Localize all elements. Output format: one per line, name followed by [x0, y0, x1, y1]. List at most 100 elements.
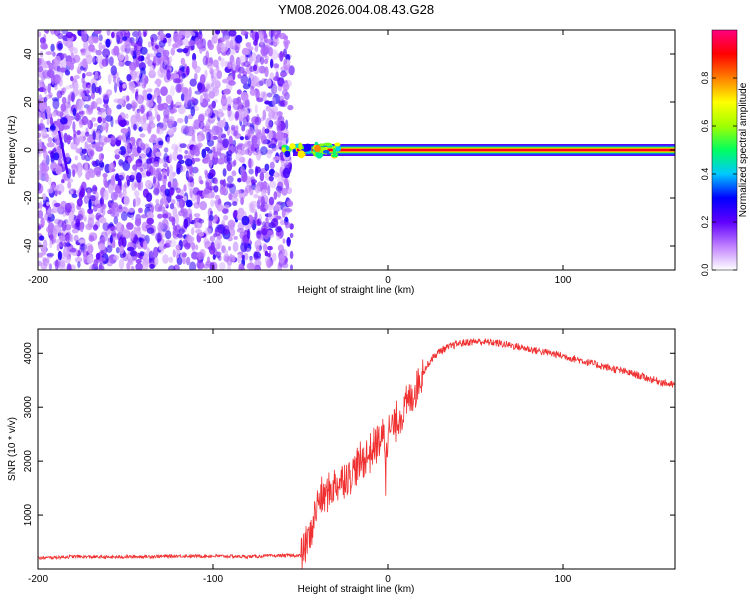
heatmap-cell	[100, 108, 106, 119]
heatmap-cell	[166, 69, 171, 81]
heatmap-cell	[172, 225, 177, 231]
heatmap-cell	[128, 81, 136, 91]
heatmap-cell	[159, 184, 167, 193]
heatmap-cell	[157, 103, 165, 111]
y-tick-label: 20	[23, 96, 34, 108]
heatmap-cell	[240, 242, 248, 253]
heatmap-cell	[71, 193, 78, 198]
heatmap-cell	[155, 127, 164, 135]
heatmap-cell	[60, 67, 65, 73]
heatmap-cell	[133, 226, 138, 235]
heatmap-cell	[163, 107, 170, 119]
snr-panel: -200 -100 0 100 1000 2000 3000 4000 Height of …	[7, 328, 676, 595]
heatmap-cell	[255, 245, 261, 253]
heatmap-cell	[105, 122, 109, 133]
heatmap-cell	[181, 87, 189, 94]
heatmap-cell	[72, 121, 76, 132]
signal-onset-blob	[322, 150, 330, 154]
heatmap-cell	[254, 104, 258, 114]
heatmap-cell	[75, 147, 82, 154]
heatmap-cell	[87, 188, 91, 199]
heatmap-cell	[167, 181, 172, 188]
heatmap-cell	[101, 203, 107, 210]
heatmap-cell	[62, 87, 67, 93]
heatmap-cell	[272, 30, 281, 38]
heatmap-cell	[133, 123, 137, 131]
heatmap-cell	[199, 201, 208, 211]
heatmap-cell	[189, 78, 197, 87]
heatmap-cell	[46, 226, 53, 233]
heatmap-cell	[146, 93, 153, 101]
heatmap-cell	[258, 213, 262, 223]
heatmap-cell	[102, 117, 106, 124]
heatmap-cell	[134, 252, 140, 257]
heatmap-cell	[237, 66, 245, 74]
heatmap-cell	[87, 208, 94, 215]
heatmap-cell	[241, 124, 246, 132]
heatmap-cell	[48, 92, 53, 98]
heatmap-cell	[198, 218, 205, 224]
heatmap-cell	[132, 236, 140, 245]
heatmap-cell	[232, 70, 236, 81]
heatmap-cell	[180, 57, 186, 66]
heatmap-cell	[278, 32, 287, 40]
heatmap-cell	[269, 72, 275, 80]
heatmap-cell	[284, 40, 289, 50]
heatmap-cell	[284, 79, 293, 88]
heatmap-cell	[179, 143, 187, 149]
heatmap-cell	[62, 125, 71, 130]
heatmap-cell	[176, 199, 183, 209]
heatmap-cell	[228, 80, 236, 86]
heatmap-cell	[114, 82, 118, 93]
heatmap-cell	[263, 244, 268, 253]
heatmap-cell	[88, 235, 95, 242]
heatmap-cell	[180, 206, 184, 214]
heatmap-cell	[138, 237, 143, 243]
heatmap-cell	[99, 257, 106, 262]
heatmap-cell	[273, 156, 281, 161]
heatmap-cell	[283, 58, 288, 65]
heatmap-cell	[233, 130, 237, 137]
heatmap-cell	[156, 114, 161, 122]
heatmap-cell	[118, 258, 125, 270]
heatmap-cell	[268, 175, 274, 182]
heatmap-cell	[61, 179, 65, 184]
heatmap-cell	[166, 136, 171, 144]
heatmap-cell	[247, 143, 256, 154]
heatmap-cell	[172, 150, 179, 161]
heatmap-cell	[176, 117, 184, 124]
heatmap-cell	[54, 55, 61, 65]
heatmap-cell	[224, 249, 229, 256]
heatmap-cell	[106, 107, 112, 116]
heatmap-cell	[78, 239, 86, 244]
heatmap-cell	[218, 56, 222, 61]
heatmap-cell	[132, 75, 140, 82]
heatmap-cell	[114, 185, 122, 194]
heatmap-cell	[69, 189, 73, 196]
heatmap-cell	[193, 220, 198, 229]
heatmap-cell	[185, 30, 193, 34]
heatmap-cell	[228, 39, 236, 49]
heatmap-cell	[146, 192, 153, 202]
heatmap-cell	[38, 260, 43, 267]
heatmap-cell	[52, 148, 57, 153]
heatmap-cell	[69, 248, 77, 253]
heatmap-cell	[85, 171, 91, 180]
heatmap-cell	[265, 38, 273, 43]
heatmap-cell	[152, 176, 156, 185]
heatmap-cell	[194, 148, 201, 157]
heatmap-cell	[182, 195, 188, 202]
heatmap-cell	[184, 45, 191, 50]
heatmap-cell	[176, 161, 182, 170]
heatmap-cell	[118, 236, 124, 248]
heatmap-cell	[142, 240, 148, 250]
heatmap-cell	[139, 133, 146, 138]
heatmap-cell	[191, 242, 196, 251]
heatmap-cell	[200, 94, 204, 104]
heatmap-cell	[264, 163, 270, 171]
heatmap-cell	[228, 143, 236, 154]
heatmap-cell	[126, 179, 130, 187]
heatmap-cell	[232, 60, 236, 71]
heatmap-cell	[272, 37, 280, 47]
heatmap-cell	[47, 216, 51, 224]
